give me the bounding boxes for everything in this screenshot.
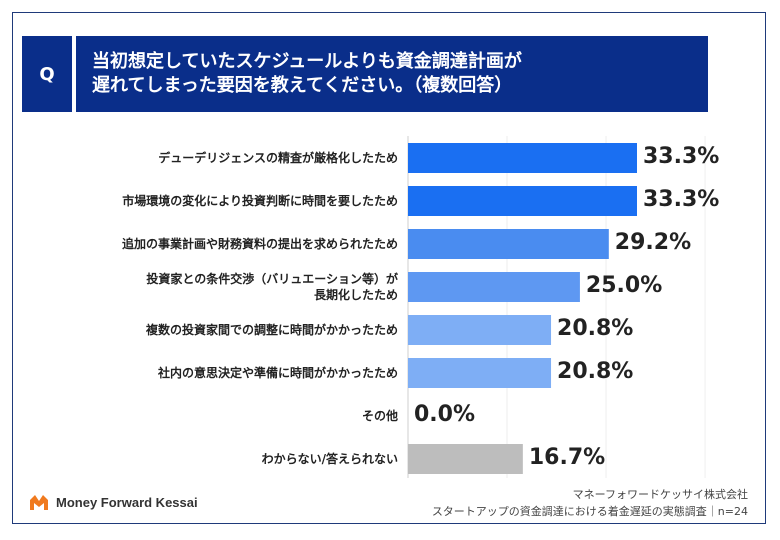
- bar-3: [408, 272, 580, 302]
- question-title: 当初想定していたスケジュールよりも資金調達計画が 遅れてしまった要因を教えてくだ…: [76, 36, 708, 112]
- value-label-4: 20.8%: [557, 316, 634, 341]
- bar-7: [408, 444, 523, 474]
- brand-logo: Money Forward Kessai: [28, 492, 198, 512]
- money-forward-logo-icon: [30, 495, 48, 510]
- category-label-3: 投資家との条件交渉（バリュエーション等）が 長期化したため: [146, 272, 398, 302]
- value-label-7: 16.7%: [528, 445, 606, 470]
- category-label-6: その他: [361, 409, 398, 423]
- bar-0: [408, 143, 637, 173]
- title-line-2: 遅れてしまった要因を教えてください。（複数回答）: [92, 75, 513, 96]
- value-label-3: 25.0%: [585, 273, 663, 298]
- category-label-0: デューデリジェンスの精査が厳格化したため: [158, 151, 398, 165]
- category-label-2: 追加の事業計画や財務資料の提出を求められたため: [121, 237, 398, 251]
- question-label: Q: [39, 63, 55, 85]
- category-label-4: 複数の投資家間での調整に時間がかかったため: [145, 323, 398, 337]
- value-label-6: 0.0%: [414, 402, 476, 427]
- category-label-5: 社内の意思決定や準備に時間がかかったため: [157, 366, 398, 380]
- title-line-1: 当初想定していたスケジュールよりも資金調達計画が: [92, 51, 522, 72]
- category-label-7: わからない/答えられない: [261, 452, 398, 466]
- company-credit: マネーフォワードケッサイ株式会社: [572, 488, 748, 501]
- category-label-1: 市場環境の変化により投資判断に時間を要したため: [122, 194, 398, 208]
- survey-credit: スタートアップの資金調達における着金遅延の実態調査｜n=24: [431, 505, 748, 518]
- bar-1: [408, 186, 637, 216]
- chart-frame: [12, 12, 766, 524]
- bar-2: [408, 229, 609, 259]
- value-label-0: 33.3%: [643, 144, 720, 169]
- value-label-2: 29.2%: [614, 230, 692, 255]
- bar-4: [408, 315, 552, 345]
- logo-text: Money Forward Kessai: [56, 494, 198, 510]
- value-label-5: 20.8%: [557, 359, 634, 384]
- question-badge: Q: [22, 36, 72, 112]
- bar-5: [408, 358, 552, 388]
- value-label-1: 33.3%: [643, 187, 720, 212]
